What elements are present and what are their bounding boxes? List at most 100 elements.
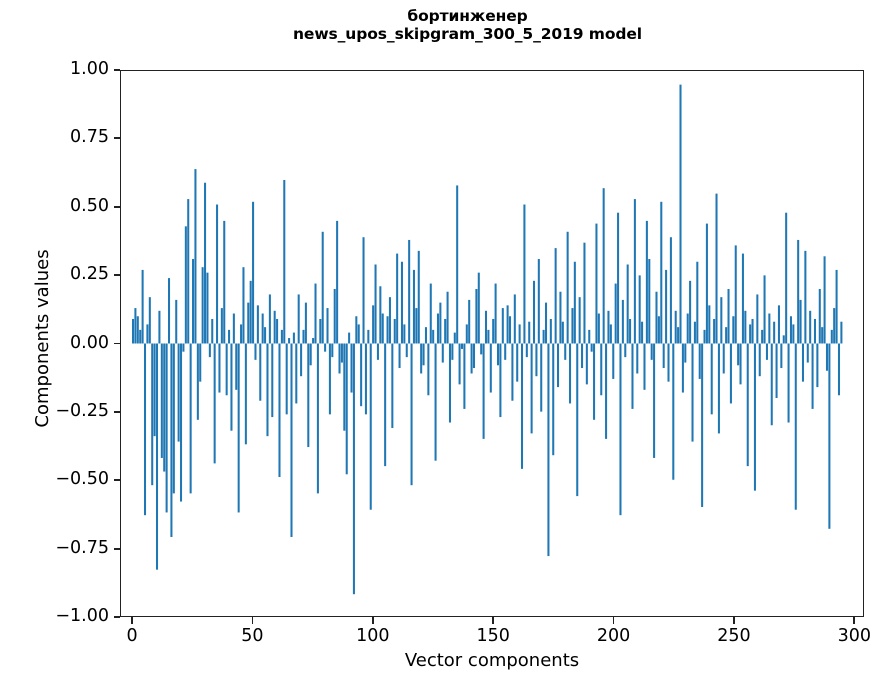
bar xyxy=(737,343,740,366)
bar xyxy=(477,272,480,344)
bar xyxy=(155,343,159,570)
bar xyxy=(813,318,816,344)
bar-series xyxy=(131,84,843,595)
bar xyxy=(501,308,504,344)
y-tick-label: −0.50 xyxy=(55,469,109,490)
bar xyxy=(211,318,214,344)
bar xyxy=(837,343,841,396)
bar xyxy=(612,343,615,379)
bar xyxy=(235,343,238,390)
bar xyxy=(621,299,624,344)
bar xyxy=(151,343,154,486)
bar xyxy=(376,343,379,360)
bar xyxy=(360,343,363,407)
bar xyxy=(292,332,295,344)
bar xyxy=(422,343,425,366)
bar xyxy=(751,318,754,344)
bar xyxy=(794,343,797,510)
bar xyxy=(554,248,557,344)
bar xyxy=(804,250,807,344)
bar xyxy=(597,313,600,344)
bar xyxy=(192,259,195,344)
bar xyxy=(638,275,641,344)
x-tick-mark xyxy=(853,617,856,624)
bar xyxy=(448,343,452,423)
bar xyxy=(319,318,322,344)
y-tick-label: −0.75 xyxy=(55,537,109,558)
bar xyxy=(302,329,305,344)
bar xyxy=(468,299,471,344)
bar xyxy=(763,275,766,344)
bar xyxy=(336,220,339,344)
bar xyxy=(357,324,360,344)
y-tick-mark xyxy=(113,410,120,413)
bar xyxy=(136,316,139,344)
bar xyxy=(131,318,135,344)
bar xyxy=(588,329,591,344)
bar xyxy=(388,297,391,344)
bar xyxy=(677,327,680,344)
y-tick-mark xyxy=(113,137,120,140)
bar xyxy=(271,343,274,418)
bar xyxy=(809,310,812,344)
bar xyxy=(669,237,672,344)
bar xyxy=(633,199,636,344)
bar xyxy=(566,231,569,344)
bar xyxy=(247,302,250,344)
bar xyxy=(821,327,824,344)
y-tick-label: 0.00 xyxy=(70,332,109,353)
bar xyxy=(463,343,466,409)
bar xyxy=(811,343,814,409)
bar xyxy=(196,343,199,420)
bar xyxy=(564,343,567,360)
bar xyxy=(797,239,800,344)
bar xyxy=(218,343,221,393)
bar xyxy=(705,223,708,344)
bar xyxy=(710,343,713,415)
bar xyxy=(749,324,752,344)
bar xyxy=(223,220,226,344)
bar xyxy=(734,245,737,344)
x-axis-label: Vector components xyxy=(404,650,580,671)
bar xyxy=(343,343,346,431)
bar xyxy=(693,321,696,344)
bar xyxy=(276,318,279,344)
x-tick-label: 150 xyxy=(476,626,510,646)
bar xyxy=(259,343,262,401)
bar xyxy=(427,343,430,396)
bar xyxy=(746,343,749,467)
y-tick-mark xyxy=(113,616,120,618)
bar xyxy=(691,343,694,442)
bar xyxy=(581,343,584,369)
bar xyxy=(571,308,574,344)
bar xyxy=(163,343,166,472)
bar xyxy=(785,212,788,344)
bar xyxy=(720,297,723,344)
x-tick-mark xyxy=(733,617,735,624)
bar xyxy=(384,343,387,467)
bar xyxy=(681,343,684,393)
bar xyxy=(708,305,711,344)
bar xyxy=(801,343,804,382)
bar xyxy=(482,343,485,439)
bar xyxy=(216,204,219,344)
bar xyxy=(674,310,677,344)
bar xyxy=(689,280,692,344)
bar xyxy=(225,343,228,396)
bar xyxy=(439,302,442,344)
bar xyxy=(410,343,413,486)
bar xyxy=(650,343,653,360)
bar xyxy=(201,267,204,344)
bar xyxy=(806,343,809,363)
bar xyxy=(513,294,516,344)
bar xyxy=(835,269,838,344)
bar xyxy=(333,289,336,344)
bar xyxy=(818,289,821,344)
bar xyxy=(549,318,552,344)
bar xyxy=(535,343,538,377)
bar xyxy=(492,318,495,344)
bar xyxy=(830,329,833,344)
plot-area xyxy=(120,70,864,617)
bar xyxy=(424,327,427,344)
